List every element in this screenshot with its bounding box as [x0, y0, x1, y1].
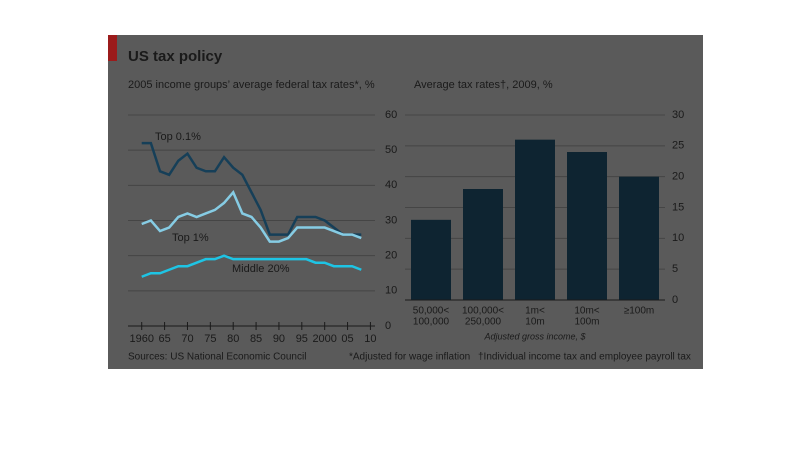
bar [463, 189, 503, 300]
y-tick-label: 10 [385, 285, 397, 297]
x-tick-label: 75 [204, 333, 216, 345]
line-series [141, 190, 362, 243]
x-tick-label: 100,000< [462, 306, 504, 317]
note: †Individual income tax and employee payr… [478, 352, 691, 363]
y-tick-label: 60 [385, 109, 397, 121]
series-label: Top 1% [172, 232, 209, 244]
y-tick-label: 50 [385, 144, 397, 156]
x-tick-label: 70 [181, 333, 193, 345]
y-tick-label: 20 [672, 171, 684, 183]
x-tick-label: 2000 [312, 333, 336, 345]
x-tick-label: 85 [250, 333, 262, 345]
main-title: US tax policy [128, 48, 223, 65]
bar [619, 176, 659, 300]
y-tick-label: 5 [672, 263, 678, 275]
x-tick-label: 80 [227, 333, 239, 345]
line-series [141, 254, 362, 278]
bar [567, 152, 607, 300]
x-tick-label: 50,000< [413, 306, 450, 317]
bar [515, 139, 555, 300]
x-tick-label: 1m< [525, 306, 545, 317]
note: *Adjusted for wage inflation [349, 352, 470, 363]
x-tick-label: 10 [364, 333, 376, 345]
x-tick-label: 65 [158, 333, 170, 345]
x-tick-label: 90 [273, 333, 285, 345]
series-label: Middle 20% [232, 263, 290, 275]
chart-title: Average tax rates†, 2009, % [414, 79, 553, 91]
y-tick-label: 30 [385, 214, 397, 226]
y-tick-label: 25 [672, 140, 684, 152]
x-tick-label: 1960 [129, 333, 153, 345]
y-tick-label: 30 [672, 109, 684, 121]
x-tick-label: 10m [525, 317, 544, 328]
x-tick-label: 95 [296, 333, 308, 345]
bar [411, 219, 451, 300]
y-tick-label: 0 [672, 294, 678, 306]
x-tick-label: 05 [341, 333, 353, 345]
series-label: Top 0.1% [155, 131, 201, 143]
y-tick-label: 0 [385, 320, 391, 332]
x-tick-label: ≥100m [624, 306, 655, 317]
y-tick-label: 10 [672, 232, 684, 244]
x-tick-label: 100m [574, 317, 599, 328]
x-axis-label: Adjusted gross income, $ [483, 331, 586, 341]
x-tick-label: 10m< [574, 306, 599, 317]
y-tick-label: 15 [672, 201, 684, 213]
chart-title: 2005 income groups’ average federal tax … [128, 79, 375, 91]
y-tick-label: 20 [385, 250, 397, 262]
source: Sources: US National Economic Council [128, 352, 306, 363]
x-tick-label: 250,000 [465, 317, 502, 328]
line-series [141, 141, 362, 236]
x-tick-label: 100,000 [413, 317, 450, 328]
accent [108, 35, 117, 61]
y-tick-label: 40 [385, 179, 397, 191]
